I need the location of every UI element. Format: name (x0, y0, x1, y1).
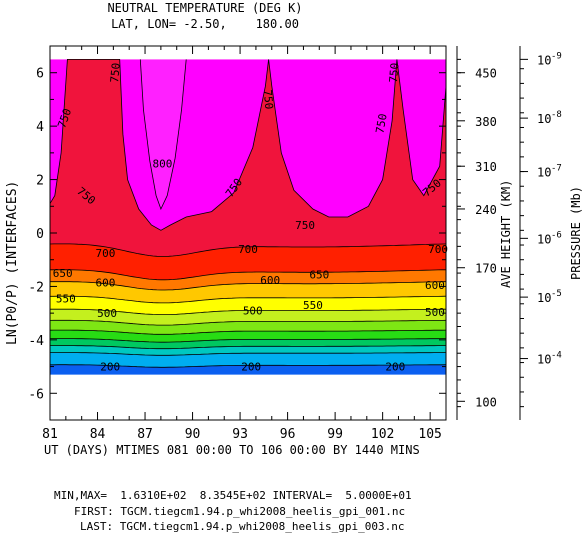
contour-label: 750 (295, 219, 315, 232)
chart-subtitle: LAT, LON= -2.50, 180.00 (111, 17, 299, 31)
x-axis-label: UT (DAYS) MTIMES 081 00:00 TO 106 00:00 … (44, 443, 420, 457)
x-tick-label: 105 (418, 427, 441, 442)
pressure-tick-label: 10 (537, 112, 551, 126)
contour-line-350 (50, 338, 446, 343)
x-tick-label: 81 (42, 427, 58, 442)
contour-label: 750 (108, 62, 123, 83)
contour-line-500 (50, 308, 446, 316)
pressure-tick-exponent: -4 (551, 351, 562, 361)
x-tick-label: 84 (90, 427, 106, 442)
y-tick-label: -4 (28, 334, 44, 349)
height-axis-label: AVE HEIGHT (KM) (499, 180, 513, 288)
pressure-tick-label: 10 (537, 232, 551, 246)
y-tick-label: 4 (36, 120, 44, 135)
pressure-tick-label: 10 (537, 291, 551, 305)
pressure-tick-exponent: -9 (551, 51, 562, 61)
band-650 (50, 269, 446, 290)
contour-line-800 (139, 59, 187, 211)
no-data-strip (50, 46, 446, 60)
footer-first-file: FIRST: TGCM.tiegcm1.94.p_whi2008_heelis_… (74, 505, 406, 518)
contour-line-250 (50, 352, 446, 356)
contour-label: 550 (303, 299, 323, 312)
pressure-tick-label: 10 (537, 166, 551, 180)
pressure-axis-label: PRESSURE (Mb) (569, 186, 583, 280)
pressure-tick-exponent: -5 (551, 289, 562, 299)
y-axis-label: LN(P0/P) (INTERFACES) (5, 181, 20, 345)
y-tick-label: 0 (36, 227, 44, 242)
contour-line-750 (50, 59, 446, 231)
contour-label: 200 (385, 361, 405, 374)
contour-line-400 (50, 329, 446, 335)
height-tick-label: 240 (475, 203, 497, 217)
contour-lines (50, 59, 446, 368)
height-tick-label: 100 (475, 395, 497, 409)
band-250 (50, 352, 446, 368)
contour-label: 700 (96, 247, 116, 260)
contour-label: 200 (241, 361, 261, 374)
pressure-tick-exponent: -8 (551, 110, 562, 120)
contour-label: 500 (243, 304, 263, 317)
contour-line-700 (50, 243, 446, 257)
contour-label: 600 (96, 276, 116, 289)
y-tick-label: 2 (36, 174, 44, 189)
band-700 (50, 243, 446, 280)
pressure-tick-exponent: -6 (551, 230, 562, 240)
height-tick-label: 170 (475, 262, 497, 276)
x-tick-label: 90 (185, 427, 201, 442)
contour-line-600 (50, 281, 446, 291)
contour-label: 500 (97, 307, 117, 320)
contour-label: 600 (260, 274, 280, 287)
x-tick-label: 96 (280, 427, 296, 442)
contour-label: 500 (425, 306, 445, 319)
height-tick-label: 310 (475, 160, 497, 174)
footer-last-file: LAST: TGCM.tiegcm1.94.p_whi2008_heelis_g… (80, 520, 405, 533)
contour-label: 750 (261, 89, 276, 110)
contour-label: 700 (428, 243, 448, 256)
contour-line-200 (50, 364, 446, 368)
contour-label: 550 (56, 292, 76, 305)
x-tick-label: 93 (232, 427, 248, 442)
contour-label: 750 (373, 113, 389, 135)
contour-line-300 (50, 345, 446, 350)
footer-minmax: MIN,MAX= 1.6310E+02 8.3545E+02 INTERVAL=… (54, 489, 412, 502)
contour-line-650 (50, 269, 446, 281)
contour-fills (50, 46, 446, 375)
contour-label: 650 (309, 268, 329, 281)
axes: 6 4 2 0 -2 -4 -6 81 84 87 90 93 96 99 102 105 450 380 310 2… (28, 45, 562, 442)
pressure-tick-exponent: -7 (551, 164, 562, 174)
contour-label: 650 (53, 267, 73, 280)
pressure-tick-label: 10 (537, 53, 551, 67)
pressure-tick-label: 10 (537, 353, 551, 367)
contour-line-450 (50, 319, 446, 326)
contour-label: 200 (100, 361, 120, 374)
y-tick-label: -6 (28, 387, 44, 402)
contour-line-550 (50, 295, 446, 304)
y-tick-label: 6 (36, 67, 44, 82)
contour-label: 750 (55, 107, 74, 130)
contour-label: 600 (425, 279, 445, 292)
y-tick-label: -2 (28, 280, 44, 295)
contour-label: 750 (387, 62, 402, 83)
x-tick-label: 87 (137, 427, 153, 442)
contour-label: 700 (238, 243, 258, 256)
chart-title: NEUTRAL TEMPERATURE (DEG K) (107, 1, 303, 15)
height-tick-label: 380 (475, 115, 497, 129)
x-tick-label: 102 (371, 427, 394, 442)
x-tick-label: 99 (327, 427, 343, 442)
contour-label: 800 (153, 158, 173, 171)
height-tick-label: 450 (475, 67, 497, 81)
